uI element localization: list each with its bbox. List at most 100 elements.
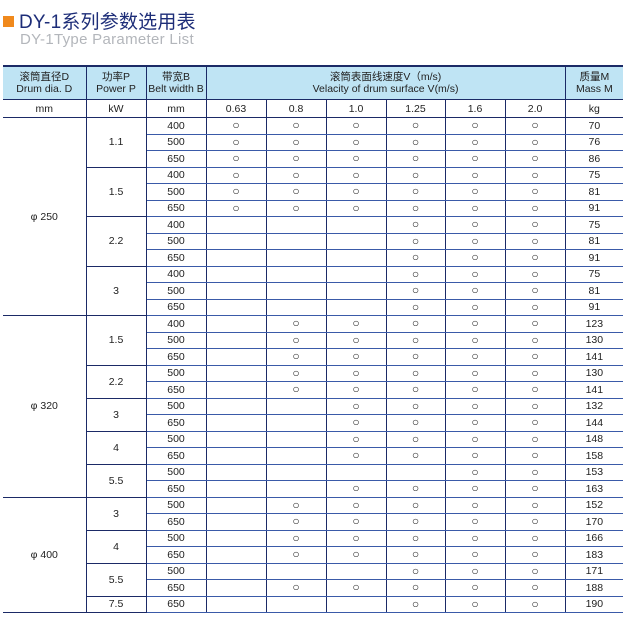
speed-availability-cell: ○ — [444, 133, 506, 151]
speed-availability-cell: ○ — [444, 430, 506, 448]
available-circle-icon: ○ — [292, 365, 300, 380]
speed-availability-cell: ○ — [444, 216, 506, 234]
available-circle-icon: ○ — [411, 547, 420, 562]
available-circle-icon: ○ — [471, 514, 479, 529]
speed-availability-cell — [265, 414, 327, 432]
belt-width-cell: 400 — [145, 216, 207, 234]
speed-availability-cell — [205, 249, 267, 267]
available-circle-icon: ○ — [411, 349, 420, 364]
belt-width-cell: 400 — [145, 166, 207, 184]
speed-availability-cell: ○ — [504, 249, 566, 267]
belt-width-cell: 650 — [146, 414, 207, 432]
mass-cell: 123 — [564, 315, 624, 333]
available-circle-icon: ○ — [531, 332, 539, 347]
belt-width-cell: 650 — [146, 480, 207, 498]
belt-width-cell: 650 — [146, 298, 207, 316]
speed-availability-cell: ○ — [444, 249, 506, 267]
speed-availability-cell — [265, 397, 327, 415]
available-circle-icon: ○ — [411, 415, 420, 430]
power-cell: 3 — [86, 265, 147, 316]
speed-availability-cell: ○ — [385, 595, 446, 613]
speed-availability-cell: ○ — [444, 199, 506, 217]
belt-width-cell: 500 — [145, 496, 207, 514]
speed-availability-cell — [205, 529, 267, 547]
speed-availability-cell: ○ — [504, 199, 566, 217]
speed-availability-cell: ○ — [385, 216, 446, 234]
mass-cell: 130 — [564, 331, 624, 349]
power-cell: 5.5 — [86, 562, 147, 597]
table-row: 1.5 400 ○ ○ ○ ○ ○ ○ 75 — [3, 166, 624, 217]
mass-cell: 91 — [564, 199, 624, 217]
speed-availability-cell — [265, 298, 327, 316]
available-circle-icon: ○ — [411, 563, 420, 578]
speed-availability-cell: ○ — [325, 546, 387, 564]
table-row: 7.5 650 ○ ○ ○ 190 — [3, 595, 624, 613]
speed-availability-cell — [265, 463, 327, 481]
speed-availability-cell: ○ — [325, 480, 387, 498]
speed-availability-cell: ○ — [325, 199, 387, 217]
available-circle-icon: ○ — [352, 448, 360, 463]
available-circle-icon: ○ — [471, 250, 479, 265]
speed-availability-cell: ○ — [444, 529, 506, 547]
speed-availability-cell — [325, 282, 387, 300]
mass-cell: 141 — [564, 348, 624, 366]
available-circle-icon: ○ — [471, 134, 479, 149]
speed-availability-cell — [205, 331, 267, 349]
mass-cell: 75 — [564, 166, 624, 184]
belt-width-cell: 650 — [146, 381, 207, 399]
belt-width-cell: 500 — [145, 397, 207, 415]
available-circle-icon: ○ — [471, 563, 479, 578]
available-circle-icon: ○ — [292, 514, 300, 529]
speed-availability-cell — [385, 463, 446, 481]
available-circle-icon: ○ — [531, 514, 539, 529]
available-circle-icon: ○ — [471, 217, 479, 232]
speed-availability-cell: ○ — [504, 529, 566, 547]
speed-availability-cell: ○ — [325, 414, 387, 432]
available-circle-icon: ○ — [292, 316, 300, 331]
available-circle-icon: ○ — [411, 167, 420, 182]
speed-availability-cell — [265, 216, 327, 234]
speed-availability-cell — [265, 447, 327, 465]
mass-cell: 81 — [564, 232, 624, 250]
available-circle-icon: ○ — [411, 580, 420, 595]
speed-availability-cell: ○ — [444, 364, 506, 382]
mass-cell: 183 — [564, 546, 624, 564]
speed-availability-cell: ○ — [385, 348, 446, 366]
available-circle-icon: ○ — [471, 151, 479, 166]
available-circle-icon: ○ — [471, 184, 479, 199]
header-drum: 滚筒直径D Drum dia. D — [3, 65, 87, 100]
mass-cell: 152 — [564, 496, 624, 514]
power-cell: 2.2 — [86, 216, 147, 267]
mass-cell: 141 — [564, 381, 624, 399]
speed-availability-cell: ○ — [504, 447, 566, 465]
speed-availability-cell — [205, 496, 267, 514]
speed-availability-cell: ○ — [385, 117, 446, 135]
speed-availability-cell: ○ — [504, 150, 566, 168]
speed-availability-cell: ○ — [325, 348, 387, 366]
mass-cell: 163 — [564, 480, 624, 498]
available-circle-icon: ○ — [411, 530, 420, 545]
power-cell: 5.5 — [86, 463, 147, 498]
speed-availability-cell: ○ — [385, 199, 446, 217]
belt-width-cell: 400 — [145, 315, 207, 333]
speed-availability-cell — [205, 430, 267, 448]
available-circle-icon: ○ — [471, 481, 479, 496]
speed-availability-cell: ○ — [385, 265, 446, 283]
speed-availability-cell — [205, 216, 267, 234]
available-circle-icon: ○ — [531, 497, 539, 512]
speed-availability-cell: ○ — [385, 364, 446, 382]
speed-availability-cell: ○ — [504, 315, 566, 333]
speed-availability-cell: ○ — [385, 480, 446, 498]
available-circle-icon: ○ — [411, 382, 420, 397]
speed-availability-cell — [205, 364, 267, 382]
belt-width-cell: 500 — [145, 562, 207, 580]
speed-availability-cell: ○ — [385, 529, 446, 547]
power-cell: 7.5 — [86, 595, 147, 613]
available-circle-icon: ○ — [411, 514, 420, 529]
available-circle-icon: ○ — [531, 233, 539, 248]
available-circle-icon: ○ — [531, 118, 539, 133]
speed-availability-cell: ○ — [265, 546, 327, 564]
speed-availability-cell: ○ — [504, 496, 566, 514]
speed-availability-cell: ○ — [265, 348, 327, 366]
available-circle-icon: ○ — [352, 481, 360, 496]
